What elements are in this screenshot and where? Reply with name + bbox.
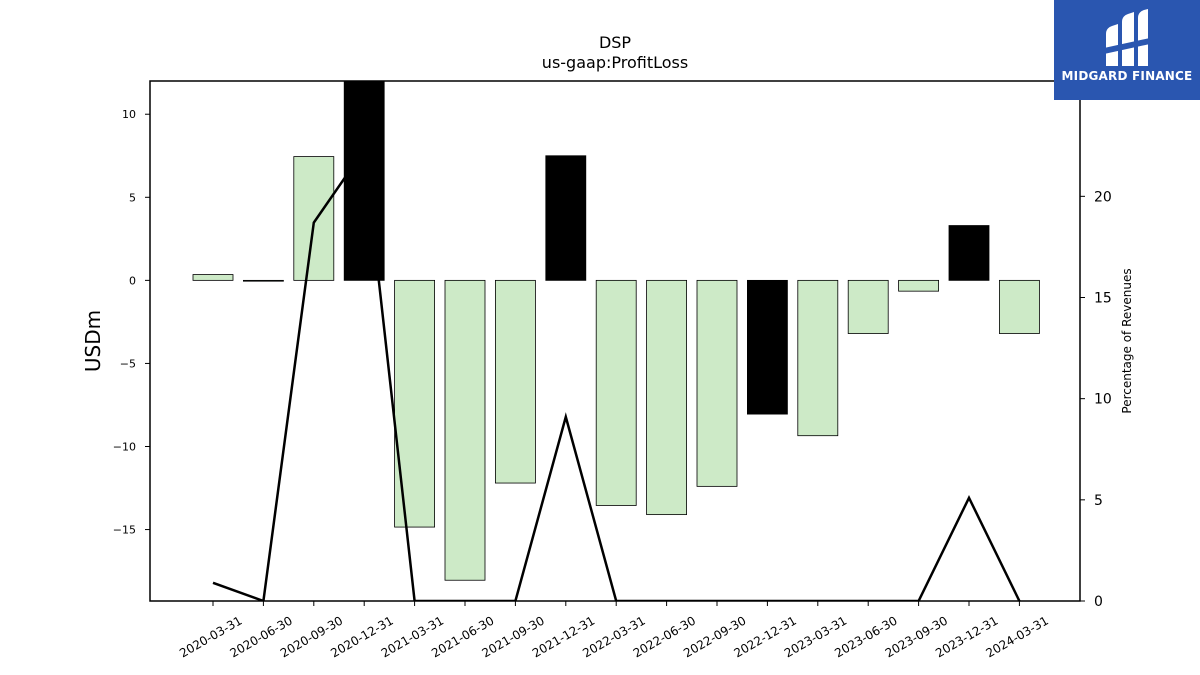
y2-tick-label: 5 [1094,493,1103,509]
y-tick-label: 0 [129,274,136,287]
left-axis-ticks: 10 5 0 −5 −10 −15 [113,108,150,537]
bar-2021-06-30 [444,279,486,581]
x-axis-ticks: 2020-03-312020-06-302020-09-302020-12-31… [177,601,1051,660]
bar-2024-03-31 [999,279,1040,334]
y2-axis-label: Percentage of Revenues [1120,268,1134,413]
bar-2023-03-31 [797,279,839,437]
chart-subtitle: us-gaap:ProfitLoss [542,53,688,72]
bar-2021-12-31 [545,155,587,281]
y2-tick-label: 0 [1094,594,1103,610]
y-tick-label: −15 [113,524,136,537]
y-tick-label: −10 [113,440,136,453]
bar-2022-06-30 [646,279,687,516]
bar-2022-12-31 [747,279,788,415]
y2-tick-label: 10 [1094,392,1112,408]
y2-tick-label: 15 [1094,290,1112,306]
bar-2020-06-30 [242,279,284,282]
bar-2021-03-31 [394,279,436,528]
bar-2022-03-31 [595,279,637,506]
bar-2022-09-30 [696,279,738,487]
bar-2020-03-31 [192,274,234,281]
bars-group [192,81,1040,581]
bar-2023-09-30 [898,279,939,292]
bar-2020-12-31 [343,81,385,281]
y-tick-label: −5 [120,357,136,370]
logo-text: MIDGARD FINANCE [1061,69,1193,83]
percentage-of-revenues-line [212,146,1021,601]
bar-2021-09-30 [494,279,536,484]
chart-title: DSP [599,33,631,52]
y-tick-label: 5 [129,191,136,204]
y2-tick-label: 20 [1094,189,1112,205]
bar-2023-12-31 [948,225,990,281]
midgard-logo-icon [1104,9,1150,66]
midgard-finance-logo: MIDGARD FINANCE [1054,0,1200,100]
bar-2020-09-30 [293,156,335,281]
percentage-line-group [212,146,1021,601]
right-axis-ticks: 0 5 10 15 20 [1080,189,1112,610]
y-axis-label: USDm [81,310,105,372]
plot-area-frame [149,80,1081,602]
y-tick-label: 10 [122,108,136,121]
bar-2023-06-30 [847,279,889,334]
